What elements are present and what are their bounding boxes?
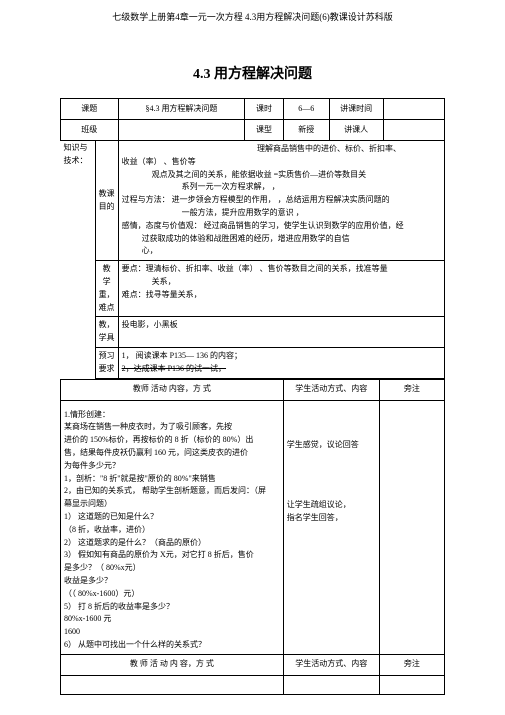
activity-header-3: 旁注: [379, 379, 444, 400]
focus-label: 教 学重，难点: [95, 261, 118, 317]
empty-2: [283, 675, 379, 694]
val-topic: §4.3 用方程解决问题: [118, 99, 245, 120]
footer-2: 学生活动方式、内容: [283, 654, 379, 675]
val-period: 6—6: [283, 99, 329, 120]
focus-text: 要点：理清标价、折扣率、收益（率） 、售价等数目之间的关系，找准等量 关系， 难…: [118, 261, 444, 317]
val-class: [118, 120, 245, 141]
activity-side: [379, 400, 444, 654]
objectives-text: 理解商品销售中的进价、标价、折扣率、 收益（率） 、售价等 观点及其之间的关系，…: [118, 141, 444, 261]
preview-text: 1， 阅读课本 P135— 136 的内容； 2，达成课本 P136 的试一试，: [118, 347, 444, 378]
empty-1: [61, 675, 284, 694]
label-type: 课型: [245, 120, 283, 141]
objectives-label: 教课目的: [95, 141, 118, 261]
val-teacher: [383, 120, 444, 141]
page-header: 七级数学上册第4章一元一次方程 4.3用方程解决问题(6)教课设计苏科版: [60, 10, 445, 23]
label-teacher: 讲课人: [329, 120, 383, 141]
activity-table: 教师 活动 内容，方 式 学生活动方式、内容 旁注 1.情形创建： 某商场在销售…: [60, 379, 445, 695]
preview-label: 预习要求: [95, 347, 118, 378]
footer-3: 旁注: [379, 654, 444, 675]
val-type: 新授: [283, 120, 329, 141]
label-period: 课时: [245, 99, 283, 120]
tools-label: 教，学具: [95, 317, 118, 348]
activity-header-2: 学生活动方式、内容: [283, 379, 379, 400]
label-class: 班级: [61, 120, 119, 141]
empty-3: [379, 675, 444, 694]
activity-teacher: 1.情形创建： 某商场在销售一种皮衣时，为了吸引顾客，先按 进价的 150%标价…: [61, 400, 284, 654]
knowledge-label: 知识与技术：: [61, 141, 96, 261]
footer-1: 教 师 活 动 内 容，方 式: [61, 654, 284, 675]
activity-header-1: 教师 活动 内容，方 式: [61, 379, 284, 400]
label-topic: 课题: [61, 99, 119, 120]
activity-student: 学生感觉，议论回答 让学生疏组议论， 指名学生回答，: [283, 400, 379, 654]
label-time: 讲课时间: [329, 99, 383, 120]
lesson-table: 课题 §4.3 用方程解决问题 课时 6—6 讲课时间 班级 课型 新授 讲课人…: [60, 98, 445, 379]
tools-text: 投电影，小黑板: [118, 317, 444, 348]
page-title: 4.3 用方程解决问题: [60, 63, 445, 83]
val-time: [383, 99, 444, 120]
